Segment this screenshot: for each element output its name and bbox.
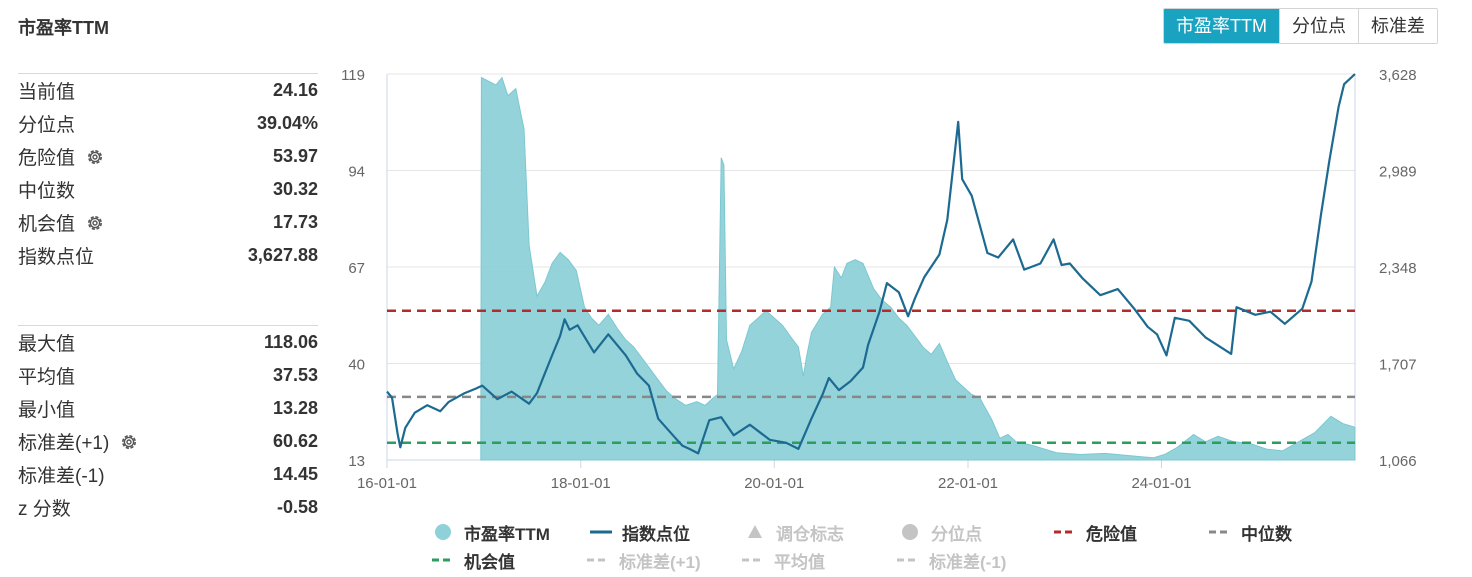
stats-panel-summary: 最大值 118.06 平均值 37.53 最小值 13.28 标准差(+1) 60.62 标准差… [18, 325, 318, 524]
y-right-tick-label: 1,707 [1379, 357, 1417, 374]
x-tick-label: 20-01-01 [744, 475, 804, 492]
stat-value: 3,627.88 [247, 245, 318, 265]
stat-label: 危险值 [18, 148, 76, 169]
page-title: 市盈率TTM [18, 18, 109, 38]
stat-value: 14.45 [272, 464, 318, 484]
stat-value: 39.04% [256, 113, 318, 133]
circle-icon [897, 522, 923, 542]
legend-danger[interactable]: 危险值 [1052, 520, 1207, 545]
gear-icon[interactable] [85, 147, 105, 167]
stat-label: 当前值 [18, 82, 76, 103]
tab-pe-ttm[interactable]: 市盈率TTM [1164, 9, 1279, 43]
y-left-tick-label: 67 [348, 260, 365, 277]
metric-tabs: 市盈率TTM 分位点 标准差 [1163, 8, 1438, 44]
stat-value: 17.73 [272, 212, 318, 232]
gear-icon[interactable] [85, 213, 105, 233]
y-right-tick-label: 3,628 [1379, 67, 1417, 84]
legend-pe-ttm[interactable]: 市盈率TTM [430, 520, 588, 545]
y-left-tick-label: 94 [348, 164, 365, 181]
legend-label: 中位数 [1241, 524, 1292, 544]
stat-label: 中位数 [18, 181, 76, 202]
stat-label: 分位点 [18, 115, 76, 136]
legend-label: 分位点 [931, 524, 982, 544]
stat-value: 13.28 [272, 398, 318, 418]
circle-icon [430, 522, 456, 542]
stat-row: 指数点位 3,627.88 [18, 239, 318, 272]
legend-label: 调仓标志 [776, 524, 844, 544]
stat-label: 标准差(+1) [18, 433, 110, 454]
y-right-tick-label: 1,066 [1379, 453, 1417, 470]
stat-label: 机会值 [18, 214, 76, 235]
dash-line-icon [740, 550, 766, 570]
pe-chart[interactable]: 119 3,628 94 2,989 67 2,348 40 1,707 13 1,066 16-0… [335, 60, 1425, 500]
stat-row: 最小值 13.28 [18, 392, 318, 425]
dash-line-icon [585, 550, 611, 570]
legend-label: 机会值 [464, 552, 515, 572]
stat-row: 分位点 39.04% [18, 107, 318, 140]
tab-percentile[interactable]: 分位点 [1278, 9, 1358, 43]
y-right-tick-label: 2,989 [1379, 164, 1417, 181]
dash-line-icon [895, 550, 921, 570]
stat-row: 危险值 53.97 [18, 140, 318, 173]
legend-percentile[interactable]: 分位点 [897, 520, 1052, 545]
legend-label: 标准差(-1) [929, 552, 1007, 572]
legend-rebalance[interactable]: 调仓标志 [742, 520, 897, 545]
x-tick-label: 22-01-01 [938, 475, 998, 492]
stat-label: z 分数 [18, 499, 71, 520]
legend-opportunity[interactable]: 机会值 [430, 548, 585, 573]
legend-label: 标准差(+1) [619, 552, 701, 572]
stat-row: 中位数 30.32 [18, 173, 318, 206]
chart-legend: 市盈率TTM 指数点位 调仓标志 分位点 危险值 中位数 机会值 标准差(+1) 平均值 标准差… [430, 518, 1430, 574]
stat-value: -0.58 [276, 497, 318, 517]
legend-average[interactable]: 平均值 [740, 548, 895, 573]
stat-row: 当前值 24.16 [18, 74, 318, 107]
stat-label: 标准差(-1) [18, 466, 105, 487]
stat-row: 标准差(+1) 60.62 [18, 425, 318, 458]
legend-label: 市盈率TTM [464, 524, 550, 544]
stat-row: 平均值 37.53 [18, 359, 318, 392]
dash-line-icon [430, 550, 456, 570]
stat-value: 118.06 [263, 332, 318, 352]
stat-label: 最大值 [18, 334, 76, 355]
y-left-tick-label: 13 [348, 453, 365, 470]
legend-std-plus[interactable]: 标准差(+1) [585, 548, 740, 573]
legend-std-minus[interactable]: 标准差(-1) [895, 548, 1050, 573]
tab-std-dev[interactable]: 标准差 [1357, 9, 1437, 43]
legend-label: 指数点位 [622, 524, 690, 544]
y-right-tick-label: 2,348 [1379, 260, 1417, 277]
pe-ttm-area [480, 76, 1356, 461]
x-tick-label: 16-01-01 [357, 475, 417, 492]
triangle-icon [742, 522, 768, 542]
stat-label: 指数点位 [18, 247, 95, 268]
x-tick-label: 18-01-01 [551, 475, 611, 492]
legend-label: 平均值 [774, 552, 825, 572]
stats-panel-current: 当前值 24.16 分位点 39.04% 危险值 53.97 中位数 30.32 机会值 17.7… [18, 73, 318, 272]
dash-line-icon [1052, 522, 1078, 542]
stat-row: z 分数 -0.58 [18, 491, 318, 524]
legend-label: 危险值 [1086, 524, 1137, 544]
legend-median[interactable]: 中位数 [1207, 520, 1327, 545]
x-tick-label: 24-01-01 [1131, 475, 1191, 492]
legend-index[interactable]: 指数点位 [588, 520, 742, 545]
stat-row: 标准差(-1) 14.45 [18, 458, 318, 491]
stat-value: 24.16 [272, 80, 318, 100]
stat-value: 53.97 [272, 146, 318, 166]
stat-label: 平均值 [18, 367, 76, 388]
stat-value: 30.32 [272, 179, 318, 199]
y-left-tick-label: 40 [348, 357, 365, 374]
index-line [386, 73, 1356, 455]
stat-row: 机会值 17.73 [18, 206, 318, 239]
stat-value: 60.62 [272, 431, 318, 451]
stat-value: 37.53 [272, 365, 318, 385]
line-icon [588, 522, 614, 542]
y-left-tick-label: 119 [341, 67, 365, 84]
stat-row: 最大值 118.06 [18, 326, 318, 359]
stat-label: 最小值 [18, 400, 76, 421]
dash-line-icon [1207, 522, 1233, 542]
gear-icon[interactable] [119, 432, 139, 452]
